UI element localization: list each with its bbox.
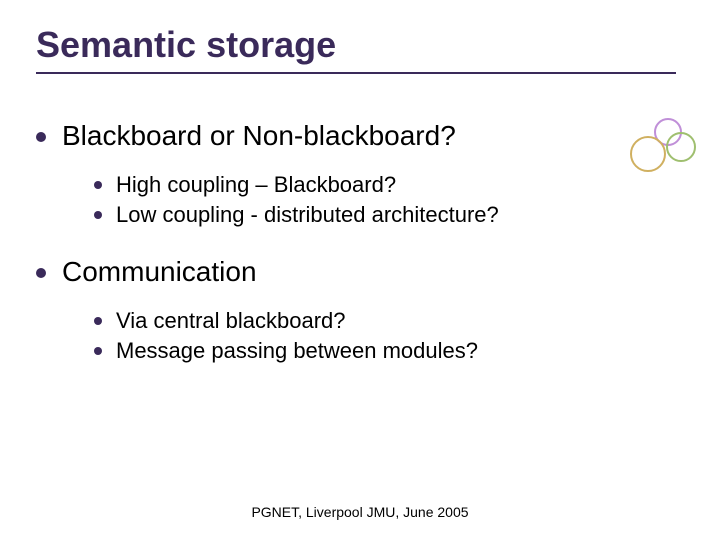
list-item: Low coupling - distributed architecture? <box>94 202 684 228</box>
bullet-icon <box>94 181 102 189</box>
list-item: Message passing between modules? <box>94 338 684 364</box>
list-item-text: Message passing between modules? <box>116 338 478 364</box>
list-item-text: Via central blackboard? <box>116 308 346 334</box>
slide-footer: PGNET, Liverpool JMU, June 2005 <box>0 504 720 520</box>
list-item-text: Communication <box>62 256 257 288</box>
bullet-icon <box>94 211 102 219</box>
deco-ring-2 <box>666 132 696 162</box>
list-item-text: Blackboard or Non-blackboard? <box>62 120 456 152</box>
bullet-icon <box>36 268 46 278</box>
slide: Semantic storage Blackboard or Non-black… <box>0 0 720 540</box>
list-item: Blackboard or Non-blackboard? <box>36 120 684 152</box>
list-item: Via central blackboard? <box>94 308 684 334</box>
list-item: Communication <box>36 256 684 288</box>
corner-decoration <box>620 118 700 178</box>
content-area: Blackboard or Non-blackboard? High coupl… <box>36 120 684 364</box>
bullet-icon <box>36 132 46 142</box>
bullet-icon <box>94 317 102 325</box>
list-item-text: High coupling – Blackboard? <box>116 172 396 198</box>
slide-title: Semantic storage <box>36 24 684 66</box>
bullet-icon <box>94 347 102 355</box>
list-item: High coupling – Blackboard? <box>94 172 684 198</box>
title-underline <box>36 72 676 74</box>
deco-ring-1 <box>630 136 666 172</box>
sub-list: High coupling – Blackboard? Low coupling… <box>94 172 684 228</box>
sub-list: Via central blackboard? Message passing … <box>94 308 684 364</box>
list-item-text: Low coupling - distributed architecture? <box>116 202 499 228</box>
